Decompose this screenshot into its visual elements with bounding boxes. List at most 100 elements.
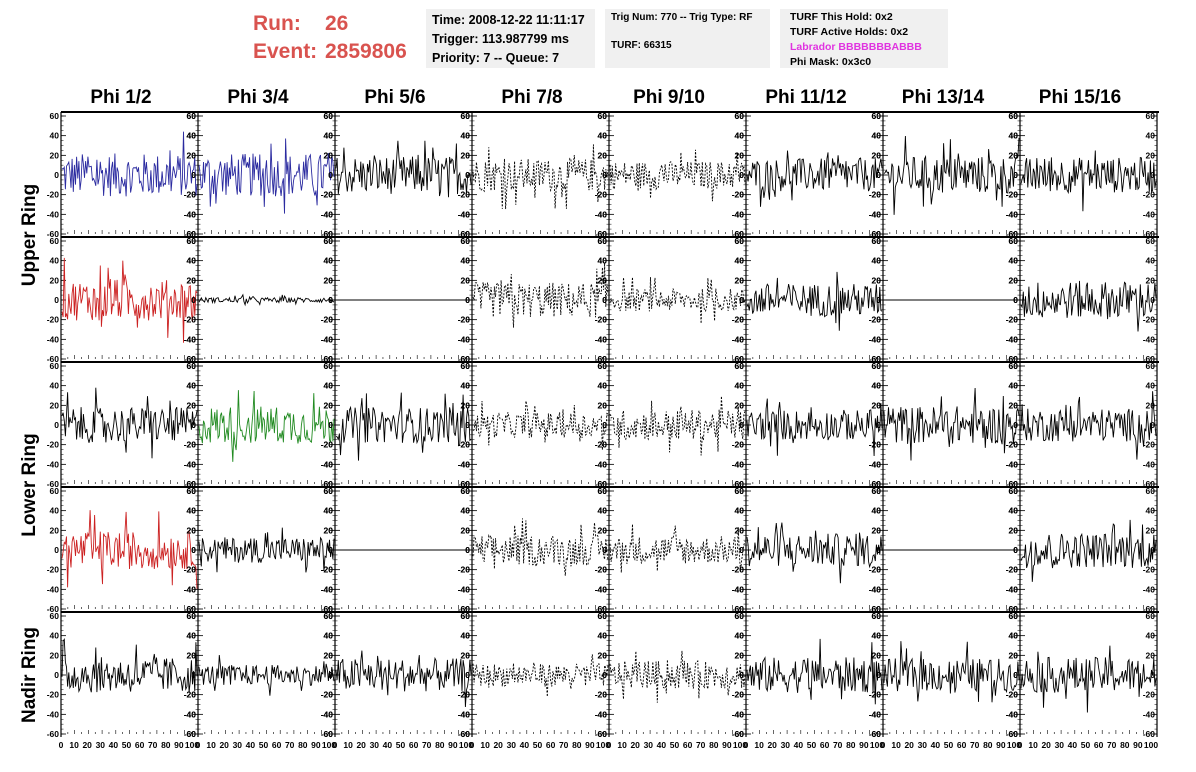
- y-tick-label: -20: [595, 440, 608, 450]
- y-tick-label: -60: [595, 604, 608, 614]
- y-tick-label-right: -60: [1143, 354, 1156, 364]
- y-tick-label-right: 60: [1009, 486, 1019, 496]
- y-tick-label-right: 0: [739, 670, 744, 680]
- y-tick-label-right: 60: [735, 111, 745, 121]
- y-tick-label-right: -40: [458, 334, 471, 344]
- y-tick-label: 40: [598, 506, 608, 516]
- y-tick-label: -40: [321, 209, 334, 219]
- y-tick-label: 0: [1013, 295, 1018, 305]
- y-tick-label-right: 40: [187, 631, 197, 641]
- y-tick-label-right: 40: [1009, 631, 1019, 641]
- y-tick-label: 60: [872, 236, 882, 246]
- y-tick-label: -40: [732, 584, 745, 594]
- y-tick-label-right: 40: [872, 256, 882, 266]
- y-tick-label-right: -40: [1143, 709, 1156, 719]
- phi-mask-text: Phi Mask: 0x3c0: [790, 56, 872, 68]
- y-tick-label: -60: [1006, 354, 1019, 364]
- y-tick-label-right: -60: [732, 354, 745, 364]
- y-tick-label-right: 40: [872, 131, 882, 141]
- y-tick-label-right: 60: [1146, 486, 1156, 496]
- waveform-r3-c7: [883, 387, 1020, 461]
- x-tick-label: 20: [493, 740, 503, 750]
- y-tick-label: 0: [191, 170, 196, 180]
- y-tick-label: -20: [458, 315, 471, 325]
- y-tick-label-right: -40: [595, 459, 608, 469]
- y-tick-label: -40: [458, 209, 471, 219]
- y-tick-label-right: -60: [321, 354, 334, 364]
- y-tick-label-right: -60: [1143, 604, 1156, 614]
- y-tick-label: 40: [461, 381, 471, 391]
- y-tick-label-right: 40: [187, 506, 197, 516]
- y-tick-label-right: 60: [324, 236, 334, 246]
- y-tick-label: -60: [47, 729, 60, 739]
- y-tick-label-right: -60: [321, 229, 334, 239]
- y-tick-label: 60: [872, 611, 882, 621]
- y-tick-label-right: 20: [1009, 525, 1019, 535]
- x-tick-label: 100: [1144, 740, 1158, 750]
- y-tick-label: -60: [595, 729, 608, 739]
- x-tick-label: 30: [1055, 740, 1065, 750]
- x-tick-label: 0: [333, 740, 338, 750]
- y-tick-label-right: 0: [328, 545, 333, 555]
- y-tick-label: -40: [321, 459, 334, 469]
- y-tick-label-right: -40: [1143, 209, 1156, 219]
- y-tick-label: 60: [50, 361, 60, 371]
- y-tick-label: -60: [184, 229, 197, 239]
- y-tick-label: -60: [458, 479, 471, 489]
- y-tick-label: -40: [1006, 334, 1019, 344]
- y-tick-label-right: 40: [735, 506, 745, 516]
- x-tick-label: 60: [820, 740, 830, 750]
- y-tick-label: -20: [458, 690, 471, 700]
- waveform-r2-c6: [746, 271, 883, 331]
- y-tick-label-right: -40: [1006, 334, 1019, 344]
- y-tick-label-right: -20: [1006, 565, 1019, 575]
- y-tick-label-right: 20: [1146, 400, 1156, 410]
- y-tick-label: -60: [321, 229, 334, 239]
- x-tick-label: 10: [754, 740, 764, 750]
- y-tick-label-right: -40: [321, 459, 334, 469]
- y-tick-label-right: -40: [321, 709, 334, 719]
- y-tick-label-right: -40: [458, 209, 471, 219]
- y-tick-label: -20: [1006, 440, 1019, 450]
- x-tick-label: 30: [507, 740, 517, 750]
- y-tick-label: 0: [465, 170, 470, 180]
- column-header-phi-13-14: Phi 13/14: [901, 87, 985, 108]
- turf-active-holds: TURF Active Holds: 0x2: [790, 26, 909, 38]
- y-tick-label-right: -60: [732, 604, 745, 614]
- y-tick-label: 40: [735, 256, 745, 266]
- y-tick-label: -20: [47, 440, 60, 450]
- y-tick-label-right: -20: [458, 440, 471, 450]
- y-tick-label: -60: [47, 354, 60, 364]
- y-tick-label-right: 0: [328, 420, 333, 430]
- y-tick-label-right: 60: [735, 236, 745, 246]
- y-tick-label: -40: [184, 334, 197, 344]
- waveform-r4-c5: [609, 524, 746, 573]
- x-tick-label: 70: [559, 740, 569, 750]
- y-tick-label-right: -40: [1143, 584, 1156, 594]
- y-tick-label-right: 0: [465, 170, 470, 180]
- y-tick-label: -20: [184, 565, 197, 575]
- y-tick-label: -40: [458, 584, 471, 594]
- y-tick-label: 60: [324, 611, 334, 621]
- y-tick-label: 60: [324, 486, 334, 496]
- y-tick-label-right: 0: [1013, 170, 1018, 180]
- y-tick-label: -60: [47, 604, 60, 614]
- y-tick-label-right: 60: [187, 111, 197, 121]
- y-tick-label: 20: [872, 400, 882, 410]
- x-tick-label: 20: [356, 740, 366, 750]
- y-tick-label-right: -40: [458, 459, 471, 469]
- y-tick-label: 60: [461, 361, 471, 371]
- x-tick-label: 40: [931, 740, 941, 750]
- y-tick-label-right: -40: [595, 334, 608, 344]
- y-tick-label: -60: [458, 729, 471, 739]
- y-tick-label: -40: [321, 584, 334, 594]
- x-tick-label: 30: [370, 740, 380, 750]
- y-tick-label-right: 0: [602, 420, 607, 430]
- y-tick-label-right: -20: [184, 690, 197, 700]
- y-tick-label: -20: [595, 190, 608, 200]
- y-tick-label: 40: [324, 131, 334, 141]
- y-tick-label-right: 40: [735, 381, 745, 391]
- labrador-text: Labrador BBBBBBBABBB: [790, 41, 922, 53]
- y-tick-label: 20: [324, 275, 334, 285]
- y-tick-label-right: -20: [595, 565, 608, 575]
